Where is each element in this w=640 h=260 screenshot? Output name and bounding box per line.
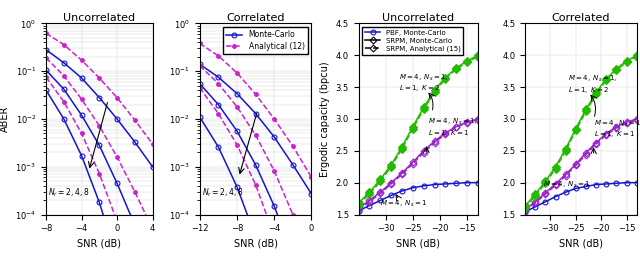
Text: $M=4,\ N_s=1$: $M=4,\ N_s=1$ bbox=[543, 180, 590, 190]
Y-axis label: Ergodic capacity (bpcu): Ergodic capacity (bpcu) bbox=[320, 61, 330, 177]
Text: $N_r = 2, 4, 8$: $N_r = 2, 4, 8$ bbox=[48, 186, 89, 199]
Text: $L=1,\ K=1$: $L=1,\ K=1$ bbox=[428, 128, 470, 138]
Text: $M=4,\ N_s=1,$: $M=4,\ N_s=1,$ bbox=[568, 74, 618, 84]
Title: Correlated: Correlated bbox=[227, 13, 285, 23]
X-axis label: SNR (dB): SNR (dB) bbox=[396, 239, 440, 249]
Title: Correlated: Correlated bbox=[552, 13, 610, 23]
Legend: PBF, Monte-Carlo, SRPM, Monte-Carlo, SRPM, Analytical (15): PBF, Monte-Carlo, SRPM, Monte-Carlo, SRP… bbox=[362, 27, 463, 55]
Legend: Monte-Carlo, Analytical (12): Monte-Carlo, Analytical (12) bbox=[223, 27, 308, 54]
Text: $L=1,\ K=2$: $L=1,\ K=2$ bbox=[568, 84, 610, 95]
Text: $L=1,\ K=1$: $L=1,\ K=1$ bbox=[594, 129, 636, 139]
Title: Uncorrelated: Uncorrelated bbox=[63, 13, 136, 23]
Text: $M=4,\ N_s=1,$: $M=4,\ N_s=1,$ bbox=[594, 118, 640, 128]
X-axis label: SNR (dB): SNR (dB) bbox=[77, 239, 122, 249]
Text: $N_r = 2, 4, 8$: $N_r = 2, 4, 8$ bbox=[202, 186, 243, 199]
X-axis label: SNR (dB): SNR (dB) bbox=[559, 239, 603, 249]
X-axis label: SNR (dB): SNR (dB) bbox=[234, 239, 278, 249]
Text: $M=4,\ N_s=1,$: $M=4,\ N_s=1,$ bbox=[428, 117, 477, 127]
Text: $M=4,\ N_s=1,$: $M=4,\ N_s=1,$ bbox=[399, 73, 449, 83]
Text: $L=1,\ K=2$: $L=1,\ K=2$ bbox=[399, 83, 441, 93]
Text: $M=4,\ N_s=1$: $M=4,\ N_s=1$ bbox=[380, 199, 428, 209]
Y-axis label: ABER: ABER bbox=[0, 106, 10, 132]
Title: Uncorrelated: Uncorrelated bbox=[382, 13, 454, 23]
